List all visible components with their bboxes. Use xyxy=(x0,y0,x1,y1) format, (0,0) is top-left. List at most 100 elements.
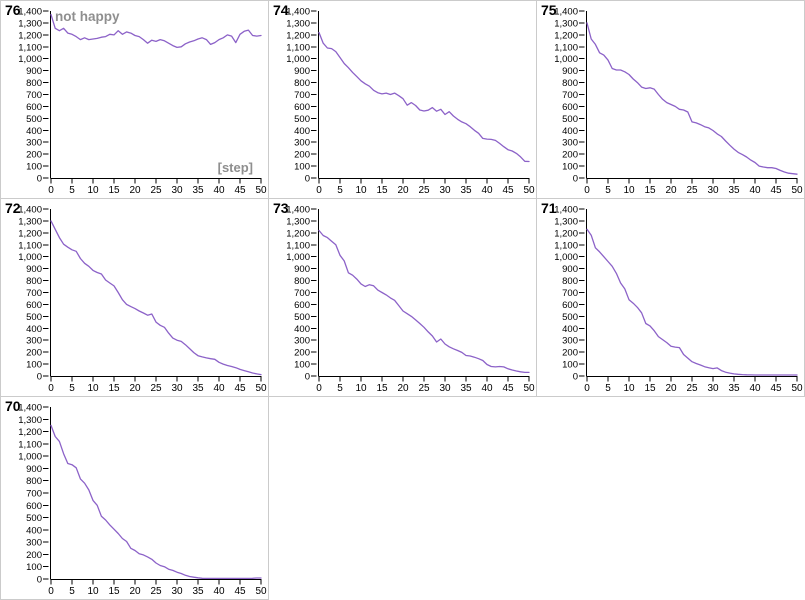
y-tick-label: 300 xyxy=(26,538,42,549)
y-tick-label: 300 xyxy=(294,138,310,149)
y-tick-label: 300 xyxy=(562,138,578,149)
y-tick-label: 1,300 xyxy=(286,18,310,29)
plot-canvas-73: 1,4001,3001,2001,1001,000900800700600500… xyxy=(286,205,535,395)
x-tick-label: 45 xyxy=(234,383,246,394)
y-tick-label: 900 xyxy=(26,264,42,275)
y-tick-label: 600 xyxy=(26,102,42,113)
y-tick-label: 0 xyxy=(305,174,310,185)
x-tick-label: 25 xyxy=(686,383,698,394)
x-tick-label: 40 xyxy=(481,383,493,394)
x-tick-label: 15 xyxy=(108,586,120,597)
y-tick-label: 200 xyxy=(562,348,578,359)
x-tick-label: 40 xyxy=(213,586,225,597)
x-tick-label: 50 xyxy=(523,185,535,196)
run-panel-74: 74 1,400 1,300 1,200 1,100 1,000 900 800 700 600 5… xyxy=(268,0,537,199)
x-tick-label: 25 xyxy=(150,383,162,394)
run-number-label: 73 xyxy=(273,200,289,216)
y-tick-label: 1,000 xyxy=(18,54,42,65)
y-tick-label: 100 xyxy=(294,360,310,371)
x-tick-label: 50 xyxy=(255,383,267,394)
y-tick-label: 1,200 xyxy=(18,427,42,438)
y-tick-label: 400 xyxy=(562,324,578,335)
x-tick-label: 0 xyxy=(316,185,322,196)
run-number-label: 74 xyxy=(273,2,289,18)
y-tick-label: 300 xyxy=(562,336,578,347)
x-tick-label: 30 xyxy=(439,185,451,196)
x-tick-label: 10 xyxy=(87,383,99,394)
y-tick-label: 700 xyxy=(26,489,42,500)
x-tick-label: 10 xyxy=(355,185,367,196)
x-tick-label: 45 xyxy=(502,185,514,196)
run-panel-72: 72 1,400 1,300 1,200 1,100 1,000 900 800 700 600 5… xyxy=(0,198,269,397)
x-tick-label: 35 xyxy=(728,383,740,394)
plot-axes xyxy=(43,406,262,585)
x-tick-label: 20 xyxy=(665,185,677,196)
y-tick-label: 200 xyxy=(294,348,310,359)
y-tick-label: 1,200 xyxy=(18,30,42,41)
run-panel-71: 71 1,400 1,300 1,200 1,100 1,000 900 800 700 600 5… xyxy=(536,198,805,397)
y-tick-label: 1,400 xyxy=(286,205,310,216)
y-tick-label: 700 xyxy=(562,90,578,101)
series-line xyxy=(50,220,262,376)
y-tick-label: 500 xyxy=(562,312,578,323)
y-tick-label: 1,000 xyxy=(18,252,42,263)
x-tick-label: 0 xyxy=(316,383,322,394)
y-tick-label: 1,400 xyxy=(554,205,578,216)
x-tick-label: 30 xyxy=(171,383,183,394)
x-tick-label: 0 xyxy=(584,383,590,394)
y-tick-label: 400 xyxy=(562,126,578,137)
y-tick-label: 1,000 xyxy=(554,54,578,65)
run-panel-70: 70 1,400 1,300 1,200 1,100 1,000 900 800 700 600 5… xyxy=(0,396,269,600)
x-tick-label: 10 xyxy=(87,586,99,597)
x-tick-label: 35 xyxy=(192,586,204,597)
x-tick-label: 35 xyxy=(728,185,740,196)
y-tick-label: 1,400 xyxy=(554,7,578,18)
x-tick-label: 5 xyxy=(605,383,611,394)
plot-canvas-72: 1,4001,3001,2001,1001,000900800700600500… xyxy=(18,205,267,395)
x-tick-label: 50 xyxy=(791,185,803,196)
y-tick-label: 0 xyxy=(37,575,42,586)
x-tick-label: 45 xyxy=(502,383,514,394)
x-tick-label: 25 xyxy=(150,185,162,196)
series-line xyxy=(318,31,530,163)
y-tick-label: 800 xyxy=(26,78,42,89)
y-tick-label: 500 xyxy=(26,312,42,323)
y-tick-label: 1,100 xyxy=(18,42,42,53)
y-tick-label: 1,100 xyxy=(554,240,578,251)
y-tick-label: 0 xyxy=(573,174,578,185)
run-number-label: 70 xyxy=(5,398,21,414)
x-tick-label: 30 xyxy=(707,383,719,394)
plot-axes xyxy=(579,10,798,184)
x-tick-label: 15 xyxy=(376,383,388,394)
y-tick-label: 1,300 xyxy=(18,415,42,426)
y-tick-label: 300 xyxy=(26,336,42,347)
x-tick-label: 20 xyxy=(129,185,141,196)
y-tick-label: 300 xyxy=(294,336,310,347)
y-tick-label: 900 xyxy=(294,66,310,77)
y-tick-label: 600 xyxy=(294,300,310,311)
x-tick-label: 45 xyxy=(770,185,782,196)
plot-canvas-70: 1,4001,3001,2001,1001,000900800700600500… xyxy=(18,403,267,598)
x-tick-label: 25 xyxy=(418,383,430,394)
x-tick-label: 10 xyxy=(623,185,635,196)
run-panel-73: 73 1,400 1,300 1,200 1,100 1,000 900 800 700 600 5… xyxy=(268,198,537,397)
run-number-label: 76 xyxy=(5,2,21,18)
y-tick-label: 700 xyxy=(26,288,42,299)
y-tick-label: 1,100 xyxy=(18,439,42,450)
y-tick-label: 1,100 xyxy=(286,42,310,53)
plot-axes xyxy=(311,208,530,382)
run-panel-76: 76 1,400 1,300 1,200 1,100 1,000 900 800 700 600 5… xyxy=(0,0,269,199)
x-tick-label: 5 xyxy=(337,383,343,394)
y-tick-label: 900 xyxy=(26,464,42,475)
x-tick-label: 20 xyxy=(129,383,141,394)
y-tick-label: 0 xyxy=(37,174,42,185)
y-tick-label: 700 xyxy=(294,288,310,299)
plot-title: not happy xyxy=(55,9,120,24)
y-tick-label: 300 xyxy=(26,138,42,149)
y-tick-label: 200 xyxy=(562,150,578,161)
x-tick-label: 20 xyxy=(397,185,409,196)
x-tick-label: 40 xyxy=(749,185,761,196)
x-axis-label: [step] xyxy=(218,160,253,175)
y-tick-label: 1,100 xyxy=(286,240,310,251)
